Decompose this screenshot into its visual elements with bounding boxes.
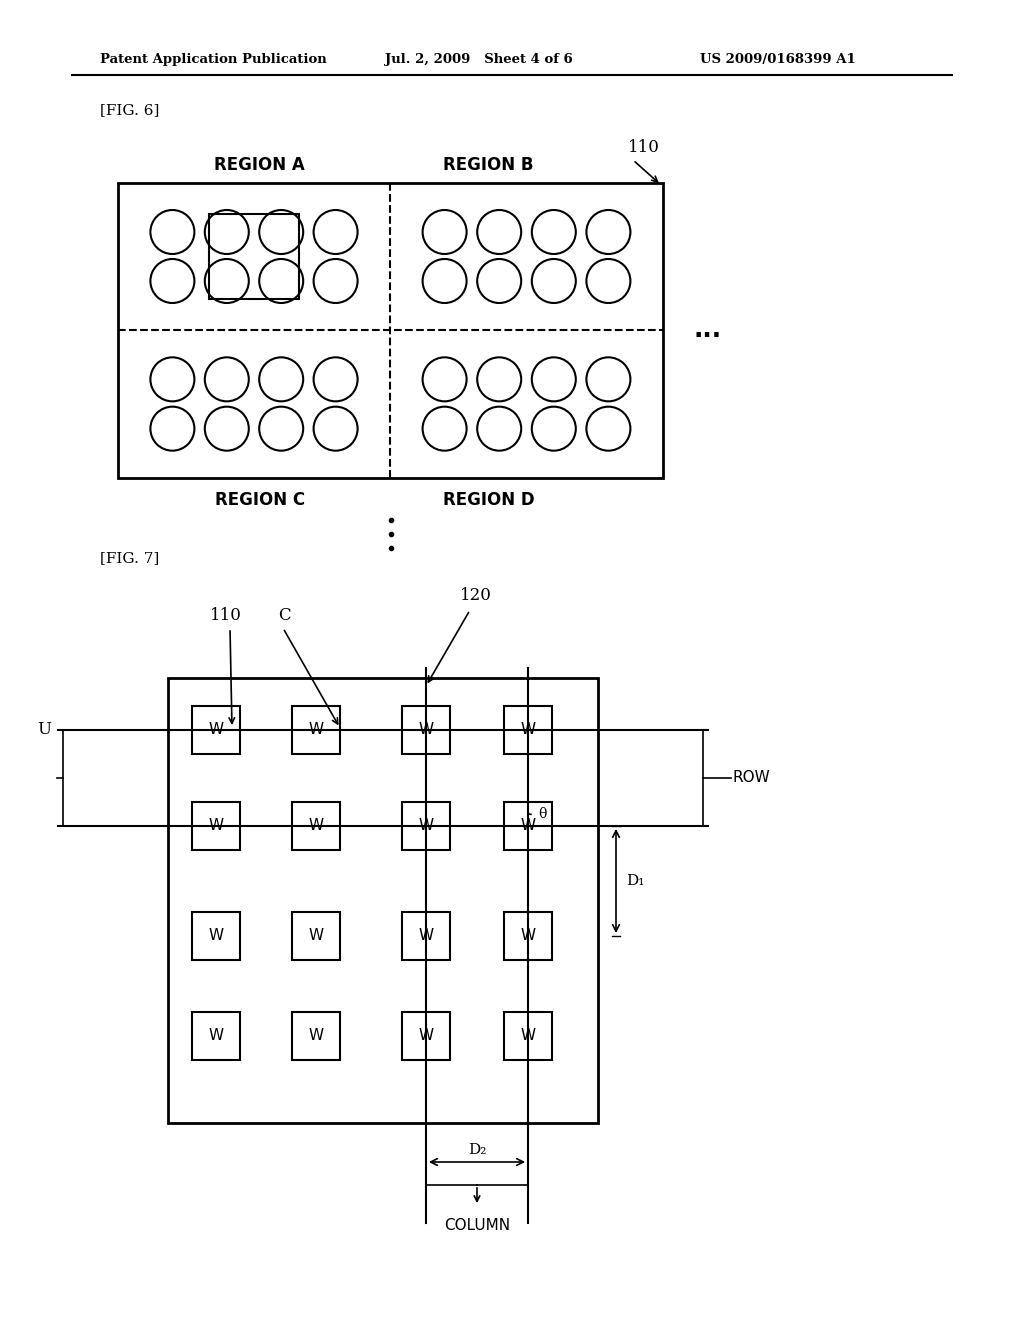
Bar bbox=[193, 912, 240, 960]
Text: W: W bbox=[419, 1028, 433, 1044]
Text: Patent Application Publication: Patent Application Publication bbox=[100, 54, 327, 66]
Bar bbox=[292, 1012, 340, 1060]
Bar bbox=[118, 183, 663, 478]
Text: REGION B: REGION B bbox=[443, 156, 534, 174]
Text: [FIG. 7]: [FIG. 7] bbox=[100, 550, 160, 565]
Text: W: W bbox=[209, 722, 223, 738]
Text: W: W bbox=[308, 928, 324, 944]
Bar bbox=[209, 214, 299, 300]
Text: W: W bbox=[520, 722, 536, 738]
Bar bbox=[504, 706, 552, 754]
Text: W: W bbox=[520, 928, 536, 944]
Text: W: W bbox=[209, 1028, 223, 1044]
Bar bbox=[402, 1012, 450, 1060]
Text: W: W bbox=[419, 818, 433, 833]
Bar bbox=[504, 1012, 552, 1060]
Bar bbox=[504, 912, 552, 960]
Text: REGION A: REGION A bbox=[214, 156, 305, 174]
Bar bbox=[402, 706, 450, 754]
Bar bbox=[292, 706, 340, 754]
Text: 110: 110 bbox=[210, 607, 242, 624]
Text: W: W bbox=[308, 722, 324, 738]
Text: [FIG. 6]: [FIG. 6] bbox=[100, 103, 160, 117]
Bar bbox=[193, 803, 240, 850]
Text: θ: θ bbox=[538, 807, 547, 821]
Text: REGION D: REGION D bbox=[442, 491, 535, 510]
Text: U: U bbox=[37, 722, 51, 738]
Text: ...: ... bbox=[693, 318, 721, 342]
Bar bbox=[292, 803, 340, 850]
Bar bbox=[402, 912, 450, 960]
Text: W: W bbox=[308, 818, 324, 833]
Text: W: W bbox=[308, 1028, 324, 1044]
Text: D₁: D₁ bbox=[626, 874, 644, 888]
Text: REGION C: REGION C bbox=[215, 491, 305, 510]
Text: COLUMN: COLUMN bbox=[444, 1217, 510, 1233]
Bar bbox=[402, 803, 450, 850]
Text: W: W bbox=[419, 928, 433, 944]
Text: US 2009/0168399 A1: US 2009/0168399 A1 bbox=[700, 54, 856, 66]
Text: D₂: D₂ bbox=[468, 1143, 486, 1158]
Bar bbox=[504, 803, 552, 850]
Text: W: W bbox=[209, 818, 223, 833]
Bar bbox=[168, 678, 598, 1123]
Text: Jul. 2, 2009   Sheet 4 of 6: Jul. 2, 2009 Sheet 4 of 6 bbox=[385, 54, 572, 66]
Text: W: W bbox=[419, 722, 433, 738]
Text: ROW: ROW bbox=[733, 771, 771, 785]
Text: W: W bbox=[520, 1028, 536, 1044]
Text: W: W bbox=[520, 818, 536, 833]
Text: 110: 110 bbox=[628, 140, 659, 157]
Text: C: C bbox=[278, 607, 291, 624]
Text: 120: 120 bbox=[460, 587, 492, 605]
Bar bbox=[193, 1012, 240, 1060]
Bar bbox=[292, 912, 340, 960]
Bar bbox=[193, 706, 240, 754]
Text: W: W bbox=[209, 928, 223, 944]
